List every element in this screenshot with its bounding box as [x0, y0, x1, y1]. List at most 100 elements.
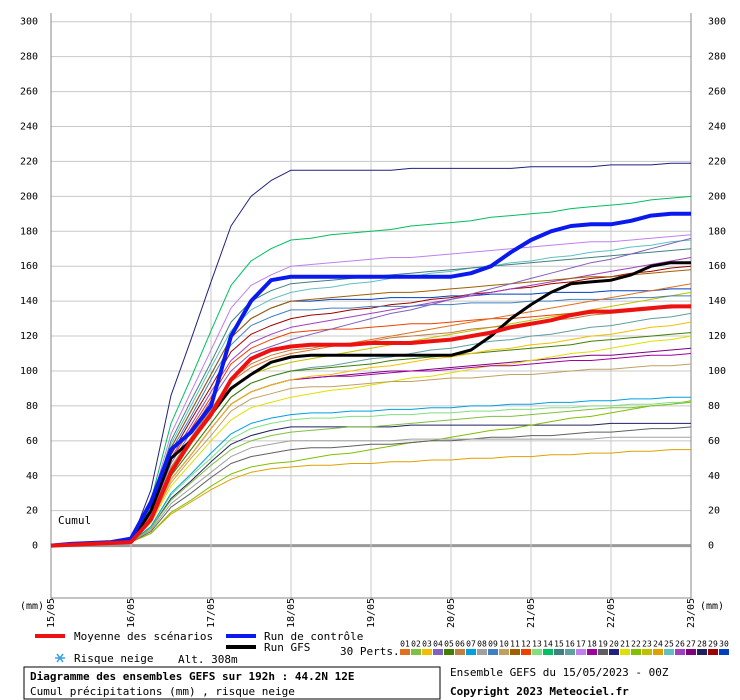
legend-swatch — [719, 649, 729, 655]
legend-swatch — [587, 649, 597, 655]
legend-label: 20 — [609, 640, 619, 649]
legend-swatch — [576, 649, 586, 655]
legend-swatch — [466, 649, 476, 655]
legend-swatch — [653, 649, 663, 655]
legend-label: 05 — [444, 640, 454, 649]
legend-swatch — [565, 649, 575, 655]
y-tick-label-left: 60 — [26, 436, 38, 447]
legend-label: 24 — [653, 640, 663, 649]
y-tick-label-right: 200 — [708, 191, 726, 202]
legend-label: 21 — [620, 640, 630, 649]
y-tick-label-right: 240 — [708, 122, 726, 133]
info-box — [23, 666, 441, 700]
legend-swatch — [400, 649, 410, 655]
legend-swatch — [444, 649, 454, 655]
legend-swatch — [675, 649, 685, 655]
legend-swatch — [433, 649, 443, 655]
y-tick-label-right: 260 — [708, 87, 726, 98]
snow-icon — [55, 653, 65, 663]
legend-label: 28 — [697, 640, 707, 649]
main-line — [50, 261, 691, 548]
legend-swatch — [422, 649, 432, 655]
y-tick-label-right: 40 — [708, 471, 720, 482]
member-line — [50, 396, 691, 547]
legend-label: 16 — [565, 640, 575, 649]
y-tick-label-left: 220 — [20, 156, 38, 167]
main-line — [50, 211, 691, 548]
legend-label: 30 — [719, 640, 729, 649]
y-tick-label-right: 60 — [708, 436, 720, 447]
y-tick-label-left: 0 — [32, 541, 38, 552]
legend-swatch — [455, 649, 465, 655]
y-unit-right: (mm) — [700, 601, 724, 612]
legend-label: 10 — [499, 640, 509, 649]
info-subtitle: Cumul précipitations (mm) , risque neige — [30, 685, 295, 698]
legend-swatch — [697, 649, 707, 655]
legend-label: 07 — [466, 640, 476, 649]
legend-label: 13 — [532, 640, 542, 649]
x-tick-label: 15/05 — [46, 598, 57, 628]
x-tick-label: 21/05 — [526, 598, 537, 628]
member-line — [50, 426, 692, 547]
x-tick-label: 17/05 — [206, 598, 217, 628]
y-tick-label-left: 260 — [20, 87, 38, 98]
altitude: Alt. 308m — [178, 653, 238, 666]
member-line — [50, 335, 692, 547]
legend-label: Run de contrôle — [264, 630, 363, 643]
legend-swatch — [499, 649, 509, 655]
copyright: Copyright 2023 Meteociel.fr — [450, 685, 629, 698]
legend-label: 12 — [521, 640, 531, 649]
legend-swatch — [664, 649, 674, 655]
x-tick-label: 19/05 — [366, 598, 377, 628]
legend-label: 26 — [675, 640, 685, 649]
legend-label: 01 — [400, 640, 410, 649]
info-title: Diagramme des ensembles GEFS sur 192h : … — [30, 670, 355, 683]
legend-label: 17 — [576, 640, 586, 649]
y-tick-label-left: 20 — [26, 506, 38, 517]
legend-swatch — [642, 649, 652, 655]
legend-label: 23 — [642, 640, 652, 649]
legend-swatch — [521, 649, 531, 655]
y-tick-label-right: 120 — [708, 331, 726, 342]
x-tick-label: 22/05 — [606, 598, 617, 628]
legend-label: 06 — [455, 640, 465, 649]
legend-swatch — [554, 649, 564, 655]
legend-swatch — [488, 649, 498, 655]
y-tick-label-left: 120 — [20, 331, 38, 342]
y-tick-label-left: 240 — [20, 122, 38, 133]
legend-swatch — [609, 649, 619, 655]
legend-swatch — [543, 649, 553, 655]
legend-swatch — [411, 649, 421, 655]
y-tick-label-left: 80 — [26, 401, 38, 412]
y-tick-label-left: 140 — [20, 296, 38, 307]
legend-label: 04 — [433, 640, 443, 649]
y-tick-label-left: 300 — [20, 17, 38, 28]
y-tick-label-right: 20 — [708, 506, 720, 517]
x-tick-label: 18/05 — [286, 598, 297, 628]
run-info: Ensemble GEFS du 15/05/2023 - 00Z — [450, 666, 669, 679]
y-tick-label-right: 300 — [708, 17, 726, 28]
legend: Risque neige Alt. 308m 30 Perts. Moyenne… — [35, 630, 729, 666]
y-tick-label-right: 160 — [708, 261, 726, 272]
legend-label: Run GFS — [264, 641, 310, 654]
legend-swatch — [631, 649, 641, 655]
legend-swatch — [532, 649, 542, 655]
y-tick-label-left: 200 — [20, 191, 38, 202]
y-tick-label-right: 220 — [708, 156, 726, 167]
x-tick-label: 20/05 — [446, 598, 457, 628]
plot-lines — [50, 162, 692, 548]
legend-label: 27 — [686, 640, 696, 649]
member-line — [50, 162, 691, 547]
legend-label: 11 — [510, 640, 520, 649]
legend-label: 08 — [477, 640, 487, 649]
y-tick-label-right: 100 — [708, 366, 726, 377]
legend-swatch — [510, 649, 520, 655]
main-line — [50, 304, 691, 548]
legend-label: 14 — [543, 640, 553, 649]
y-tick-label-right: 180 — [708, 226, 726, 237]
x-tick-label: 16/05 — [126, 598, 137, 628]
legend-swatch — [477, 649, 487, 655]
legend-label: 09 — [488, 640, 498, 649]
perts-label: 30 Perts. — [340, 645, 400, 658]
